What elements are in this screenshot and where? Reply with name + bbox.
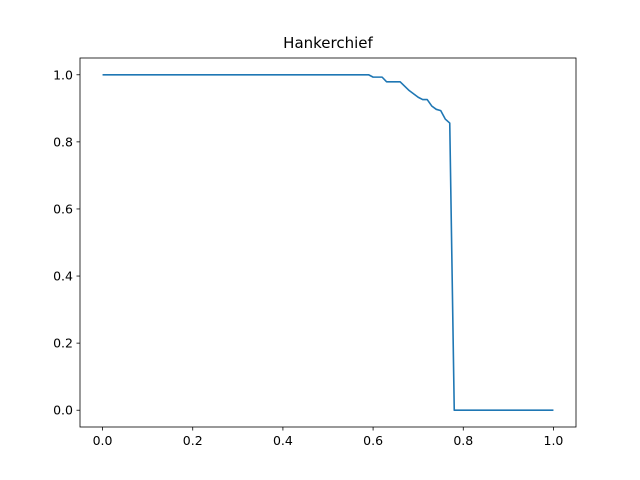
y-axis: 0.0 0.2 0.4 0.6 0.8 1.0	[53, 67, 80, 418]
x-tick-label: 0.2	[183, 433, 203, 448]
x-tick-label: 1.0	[544, 433, 564, 448]
x-tick-label: 0.0	[93, 433, 113, 448]
x-tick-label: 0.6	[363, 433, 383, 448]
y-tick-label: 0.8	[53, 134, 73, 149]
chart-title: Hankerchief	[283, 34, 373, 52]
x-tick-label: 0.8	[453, 433, 473, 448]
y-tick-label: 0.2	[53, 336, 73, 351]
series-layer	[102, 73, 554, 412]
x-axis: 0.0 0.2 0.4 0.6 0.8 1.0	[93, 427, 564, 448]
y-tick-label: 0.4	[53, 269, 73, 284]
y-tick-label: 1.0	[53, 67, 73, 82]
plot-frame	[79, 57, 577, 428]
y-tick-label: 0.0	[53, 403, 73, 418]
series-line	[102, 73, 554, 412]
y-tick-label: 0.6	[53, 201, 73, 216]
x-tick-label: 0.4	[273, 433, 293, 448]
